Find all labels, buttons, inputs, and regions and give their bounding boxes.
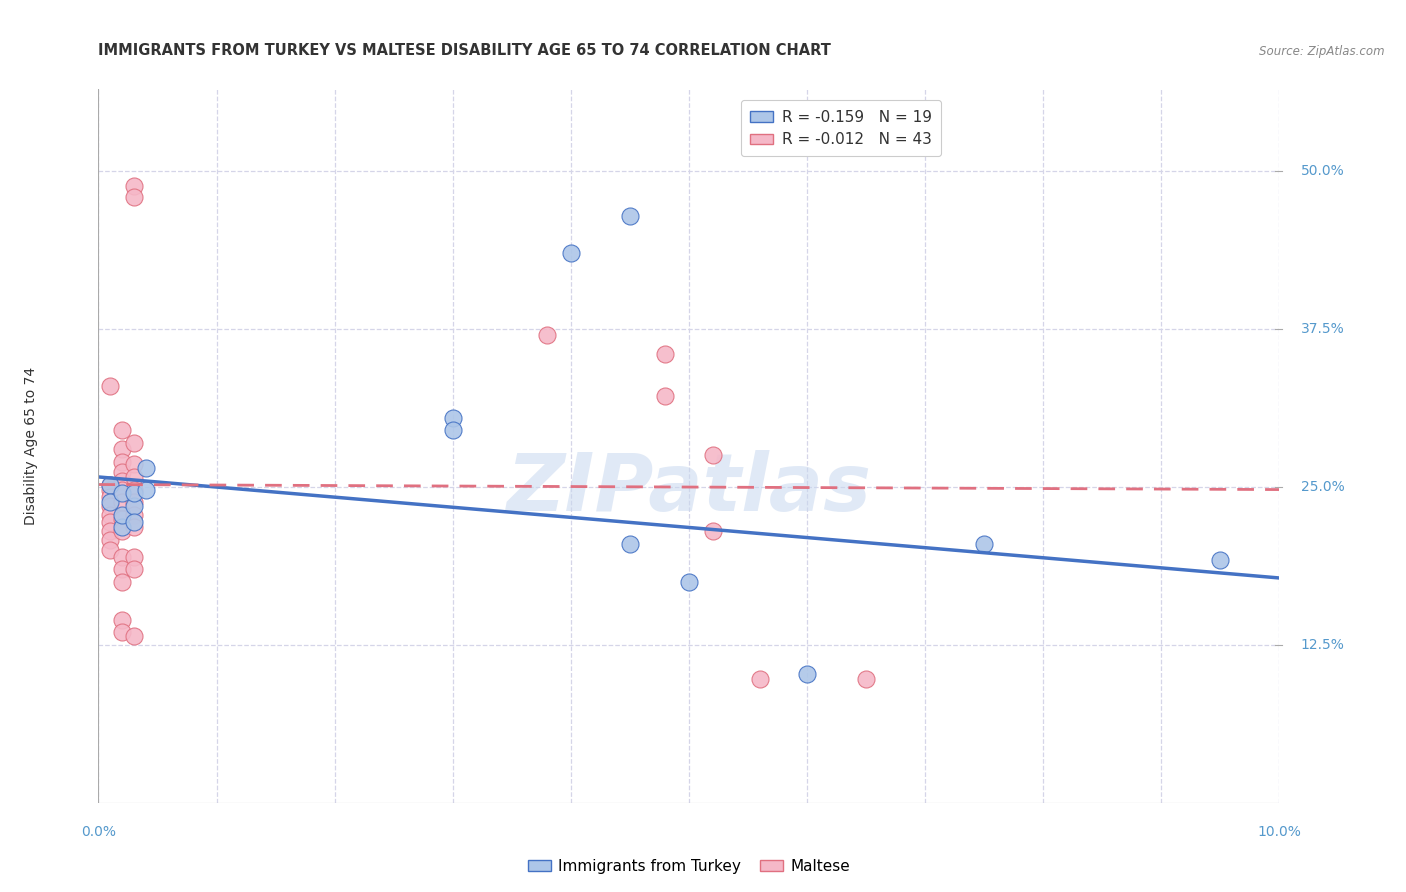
Point bbox=[98, 495, 121, 509]
Point bbox=[122, 458, 145, 472]
Point bbox=[122, 483, 145, 497]
Point bbox=[122, 629, 145, 643]
Point bbox=[111, 483, 134, 497]
Point bbox=[441, 423, 464, 437]
Point bbox=[122, 562, 145, 576]
Text: 0.0%: 0.0% bbox=[82, 825, 115, 839]
Point bbox=[654, 347, 676, 361]
Point bbox=[748, 672, 770, 686]
Point bbox=[98, 499, 121, 513]
Point bbox=[111, 562, 134, 576]
Point bbox=[973, 537, 995, 551]
Point bbox=[1209, 553, 1232, 567]
Point bbox=[111, 455, 134, 469]
Point bbox=[98, 379, 121, 393]
Text: 12.5%: 12.5% bbox=[1301, 638, 1344, 652]
Point bbox=[98, 533, 121, 547]
Point bbox=[111, 508, 134, 522]
Text: 37.5%: 37.5% bbox=[1301, 322, 1344, 336]
Point bbox=[98, 516, 121, 530]
Point bbox=[855, 672, 877, 686]
Legend: R = -0.159   N = 19, R = -0.012   N = 43: R = -0.159 N = 19, R = -0.012 N = 43 bbox=[741, 101, 941, 156]
Point bbox=[111, 613, 134, 627]
Point bbox=[111, 495, 134, 509]
Point bbox=[111, 486, 134, 500]
Point bbox=[98, 477, 121, 491]
Point bbox=[98, 524, 121, 539]
Point bbox=[111, 574, 134, 589]
Point bbox=[619, 209, 641, 223]
Text: Source: ZipAtlas.com: Source: ZipAtlas.com bbox=[1260, 45, 1385, 58]
Point bbox=[536, 328, 558, 343]
Point bbox=[122, 499, 145, 513]
Point bbox=[441, 410, 464, 425]
Point bbox=[98, 508, 121, 522]
Point bbox=[98, 543, 121, 558]
Point bbox=[619, 537, 641, 551]
Point bbox=[122, 520, 145, 534]
Point bbox=[111, 465, 134, 479]
Point bbox=[135, 461, 157, 475]
Point bbox=[122, 516, 145, 530]
Point bbox=[98, 477, 121, 491]
Point bbox=[111, 474, 134, 488]
Text: Disability Age 65 to 74: Disability Age 65 to 74 bbox=[24, 367, 38, 525]
Point bbox=[122, 435, 145, 450]
Point bbox=[122, 179, 145, 194]
Point bbox=[796, 667, 818, 681]
Point bbox=[122, 495, 145, 509]
Point bbox=[98, 483, 121, 497]
Point bbox=[702, 524, 724, 539]
Point bbox=[111, 442, 134, 457]
Point bbox=[122, 486, 145, 500]
Point bbox=[678, 574, 700, 589]
Point bbox=[111, 423, 134, 437]
Point bbox=[654, 389, 676, 403]
Text: IMMIGRANTS FROM TURKEY VS MALTESE DISABILITY AGE 65 TO 74 CORRELATION CHART: IMMIGRANTS FROM TURKEY VS MALTESE DISABI… bbox=[98, 43, 831, 58]
Text: 25.0%: 25.0% bbox=[1301, 480, 1344, 494]
Point bbox=[560, 246, 582, 260]
Text: 10.0%: 10.0% bbox=[1257, 825, 1302, 839]
Point bbox=[111, 511, 134, 525]
Point bbox=[111, 520, 134, 534]
Point bbox=[122, 189, 145, 203]
Point bbox=[111, 549, 134, 564]
Point bbox=[122, 470, 145, 484]
Point bbox=[122, 508, 145, 522]
Text: 50.0%: 50.0% bbox=[1301, 164, 1344, 178]
Point bbox=[702, 449, 724, 463]
Point bbox=[135, 483, 157, 497]
Point bbox=[111, 625, 134, 640]
Legend: Immigrants from Turkey, Maltese: Immigrants from Turkey, Maltese bbox=[522, 853, 856, 880]
Text: ZIPatlas: ZIPatlas bbox=[506, 450, 872, 528]
Point bbox=[111, 524, 134, 539]
Point bbox=[122, 549, 145, 564]
Point bbox=[98, 490, 121, 504]
